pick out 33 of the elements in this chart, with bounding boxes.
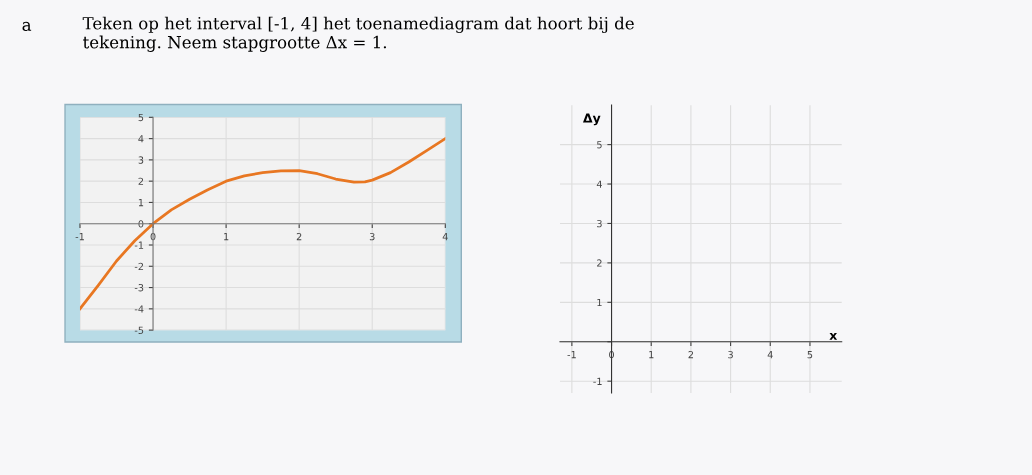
y-tick-label: -1 xyxy=(593,377,602,385)
y-axis-title: Δy xyxy=(582,113,601,126)
x-axis-title: x xyxy=(829,332,838,340)
text: Teken op het interval [-1, 4] het toenamediagram dat hoort bij de tekening. Neem stapgrootte Δx = 1. xyxy=(82,16,634,52)
y-tick-label: -5 xyxy=(134,326,144,334)
x-tick-label: 0 xyxy=(150,232,156,241)
y-tick-label: -1 xyxy=(134,241,144,249)
y-tick-label: 2 xyxy=(138,177,144,185)
y-tick-label: -4 xyxy=(134,305,144,313)
x-tick-label: 2 xyxy=(296,232,302,241)
text: a xyxy=(22,21,32,31)
y-tick-label: 4 xyxy=(138,135,144,143)
y-tick-label: 1 xyxy=(138,199,144,207)
x-tick-label: 3 xyxy=(369,232,375,241)
x-tick-label: 5 xyxy=(807,351,813,359)
x-tick-label: 2 xyxy=(688,350,694,359)
x-tick-label: 1 xyxy=(224,233,229,241)
y-tick-label: 4 xyxy=(596,180,602,188)
y-tick-label: -3 xyxy=(134,284,144,292)
y-tick-label: -2 xyxy=(134,262,144,270)
y-tick-label: 3 xyxy=(138,156,144,164)
y-tick-label: 5 xyxy=(138,113,144,122)
x-tick-label: -1 xyxy=(567,351,576,359)
x-tick-label: -1 xyxy=(75,233,84,241)
y-tick-label: 3 xyxy=(597,219,602,228)
y-tick-label: 1 xyxy=(597,298,602,307)
y-tick-label: 0 xyxy=(138,220,144,228)
x-tick-label: 1 xyxy=(649,351,654,359)
x-tick-label: 4 xyxy=(442,233,448,241)
y-tick-label: 5 xyxy=(597,141,602,149)
x-tick-label: 3 xyxy=(728,350,733,359)
y-tick-label: 2 xyxy=(597,259,602,267)
x-tick-label: 4 xyxy=(767,351,773,359)
